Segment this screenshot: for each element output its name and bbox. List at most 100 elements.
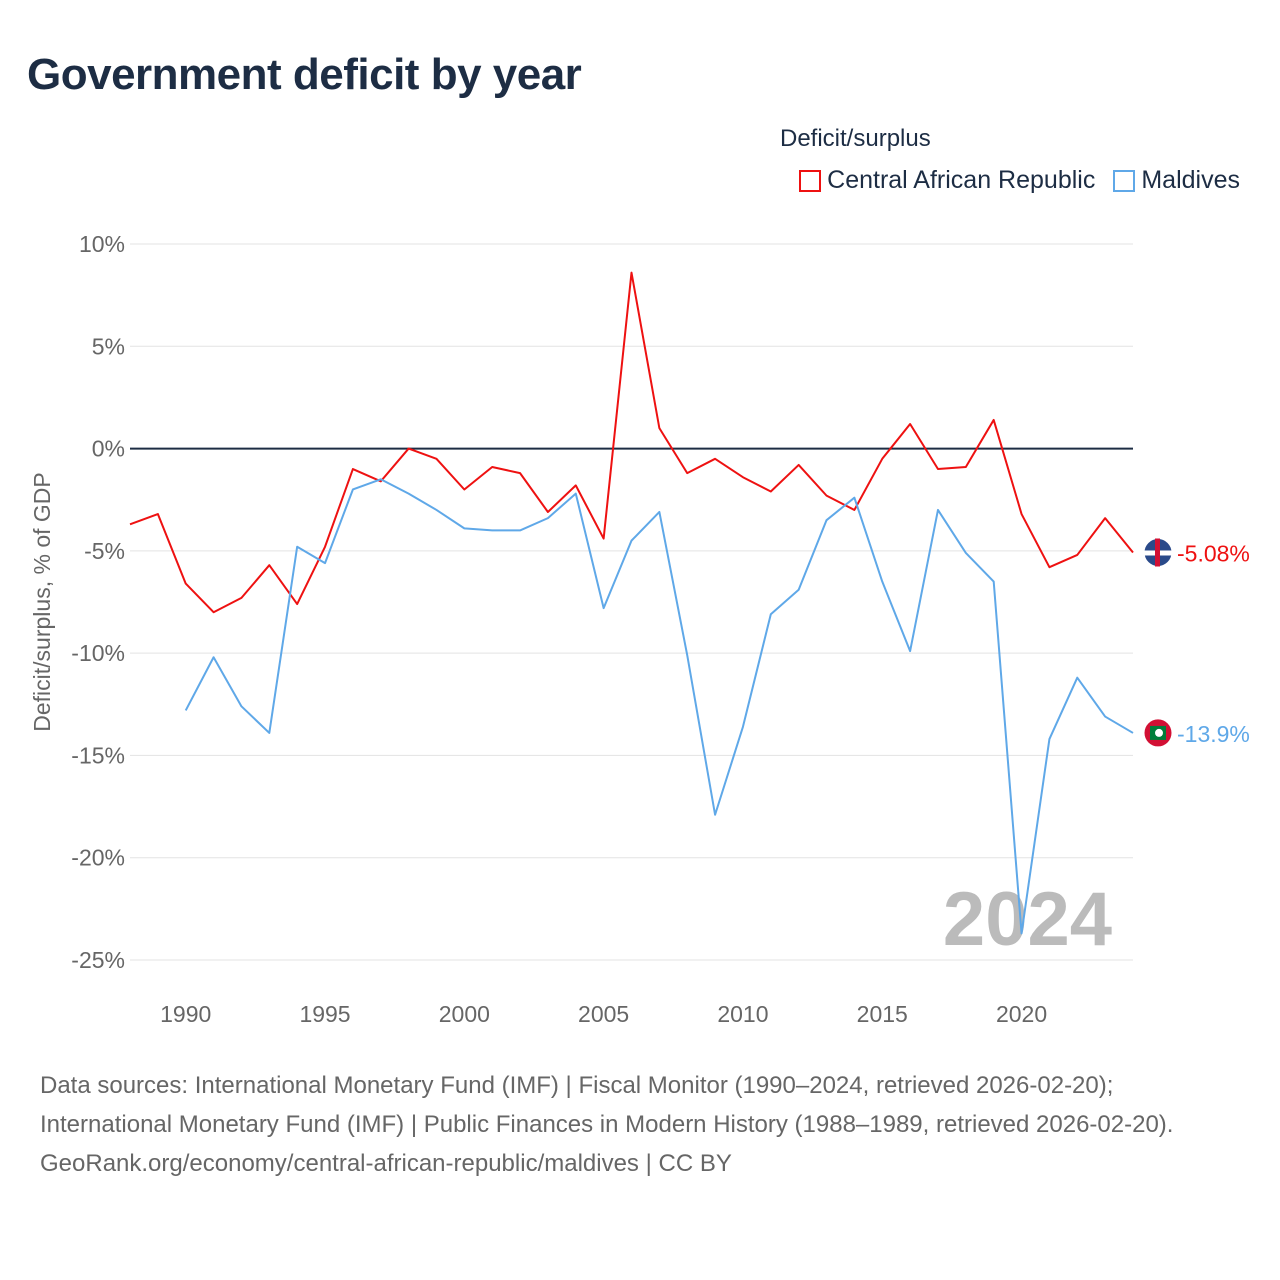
- data-point: [210, 653, 218, 661]
- data-point: [1101, 514, 1109, 522]
- data-point: [711, 811, 719, 819]
- data-point: [683, 469, 691, 477]
- end-value-label: -13.9%: [1177, 721, 1250, 747]
- y-tick-label: 10%: [79, 231, 125, 257]
- x-tick-label: 2015: [857, 1001, 908, 1027]
- data-point: [488, 526, 496, 534]
- data-point: [321, 559, 329, 567]
- legend-label-car: Central African Republic: [827, 166, 1096, 194]
- data-point: [962, 463, 970, 471]
- data-point: [237, 702, 245, 710]
- data-point: [1018, 510, 1026, 518]
- data-point: [182, 706, 190, 714]
- data-point: [460, 524, 468, 532]
- data-point: [349, 465, 357, 473]
- data-point: [767, 610, 775, 618]
- data-point: [432, 455, 440, 463]
- source-link[interactable]: GeoRank.org/economy/central-african-repu…: [40, 1150, 732, 1177]
- data-point: [767, 488, 775, 496]
- data-point: [1129, 729, 1137, 737]
- x-tick-label: 2020: [996, 1001, 1047, 1027]
- data-point: [377, 475, 385, 483]
- data-point: [655, 424, 663, 432]
- data-point: [600, 604, 608, 612]
- data-point: [628, 537, 636, 545]
- data-point: [405, 490, 413, 498]
- data-point: [878, 455, 886, 463]
- y-tick-label: 5%: [92, 333, 125, 359]
- data-point: [488, 463, 496, 471]
- data-point: [823, 492, 831, 500]
- y-tick-label: -10%: [71, 640, 125, 666]
- data-point: [572, 490, 580, 498]
- x-tick-label: 1990: [160, 1001, 211, 1027]
- data-point: [154, 510, 162, 518]
- x-tick-label: 2005: [578, 1001, 629, 1027]
- data-point: [321, 543, 329, 551]
- y-axis-label: Deficit/surplus, % of GDP: [29, 472, 55, 731]
- data-point: [1018, 929, 1026, 937]
- data-point: [126, 520, 134, 528]
- data-point: [906, 647, 914, 655]
- data-point: [265, 561, 273, 569]
- data-sources: Data sources: International Monetary Fun…: [40, 1072, 1174, 1138]
- footer: Data sources: International Monetary Fun…: [40, 1066, 1240, 1183]
- data-point: [850, 494, 858, 502]
- data-point: [962, 549, 970, 557]
- data-point: [1045, 563, 1053, 571]
- data-point: [349, 485, 357, 493]
- data-point: [293, 600, 301, 608]
- data-point: [1073, 551, 1081, 559]
- y-tick-label: -5%: [84, 538, 125, 564]
- data-point: [1045, 735, 1053, 743]
- data-point: [1073, 674, 1081, 682]
- data-point: [655, 508, 663, 516]
- legend-label-maldives: Maldives: [1141, 166, 1240, 194]
- x-tick-label: 2000: [439, 1001, 490, 1027]
- x-tick-label: 2010: [717, 1001, 768, 1027]
- legend-item-maldives[interactable]: Maldives: [1113, 166, 1240, 195]
- data-point: [405, 445, 413, 453]
- y-tick-label: -25%: [71, 947, 125, 973]
- legend-swatch-maldives: [1113, 169, 1136, 192]
- data-point: [600, 535, 608, 543]
- data-point: [823, 516, 831, 524]
- data-point: [432, 506, 440, 514]
- data-point: [544, 514, 552, 522]
- legend: Central African Republic Maldives: [799, 166, 1240, 195]
- data-point: [516, 469, 524, 477]
- data-point: [293, 543, 301, 551]
- data-point: [210, 608, 218, 616]
- legend-title: Deficit/surplus: [780, 125, 931, 152]
- data-point: [878, 578, 886, 586]
- series-line-0: [129, 271, 1134, 614]
- data-point: [1129, 548, 1137, 556]
- legend-item-car[interactable]: Central African Republic: [799, 166, 1095, 195]
- data-point: [572, 481, 580, 489]
- data-point: [934, 506, 942, 514]
- end-value-label: -5.08%: [1177, 540, 1250, 566]
- data-point: [182, 580, 190, 588]
- legend-swatch-car: [799, 169, 822, 192]
- plot-area: 10% 5% 0% -5% -10% -15% -20% -25% 1990 1995 2000 20…: [29, 231, 1250, 1027]
- data-point: [795, 461, 803, 469]
- data-point: [516, 526, 524, 534]
- data-point: [265, 729, 273, 737]
- flag-crescent: [1155, 728, 1163, 737]
- y-tick-label: -15%: [71, 742, 125, 768]
- x-tick-label: 1995: [299, 1001, 350, 1027]
- data-point: [683, 651, 691, 659]
- flag-stripe: [1155, 538, 1160, 567]
- chart-title: Government deficit by year: [27, 50, 582, 99]
- data-point: [795, 586, 803, 594]
- data-point: [1101, 713, 1109, 721]
- data-point: [739, 473, 747, 481]
- data-point: [990, 416, 998, 424]
- data-point: [990, 578, 998, 586]
- data-point: [739, 723, 747, 731]
- y-tick-label: 0%: [92, 436, 125, 462]
- data-point: [237, 594, 245, 602]
- y-tick-label: -20%: [71, 845, 125, 871]
- series-line-1: [184, 478, 1134, 935]
